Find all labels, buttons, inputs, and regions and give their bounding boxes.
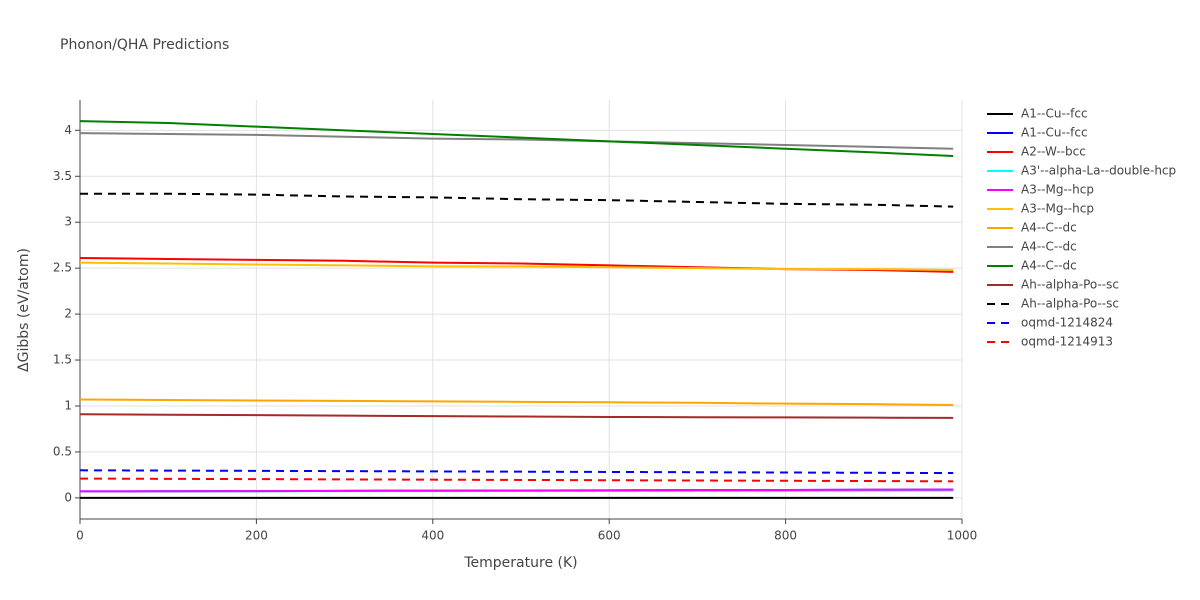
y-tick-label: 3.5 <box>53 169 72 183</box>
y-tick-label: 1.5 <box>53 353 72 367</box>
chart-title: Phonon/QHA Predictions <box>60 37 229 53</box>
legend-text: A4--C--dc <box>1021 221 1077 235</box>
y-tick-label: 4 <box>64 123 72 137</box>
legend-text: A3'--alpha-La--double-hcp <box>1021 164 1176 178</box>
series-line <box>79 469 954 475</box>
x-tick-label: 200 <box>245 529 268 543</box>
series-line <box>79 132 954 150</box>
series-line <box>79 413 954 419</box>
series-line <box>79 120 954 158</box>
legend-text: A4--C--dc <box>1021 259 1077 273</box>
y-tick-label: 0.5 <box>53 444 72 458</box>
y-tick-label: 3 <box>64 215 72 229</box>
legend-text: A2--W--bcc <box>1021 145 1086 159</box>
series-line <box>79 398 954 407</box>
series-line <box>79 261 954 271</box>
y-tick-label: 2 <box>64 307 72 321</box>
y-tick-label: 2.5 <box>53 261 72 275</box>
y-tick-label: 1 <box>64 398 72 412</box>
y-tick-label: 0 <box>64 490 72 504</box>
legend-text: A1--Cu--fcc <box>1021 107 1088 121</box>
legend-text: Ah--alpha-Po--sc <box>1021 278 1119 292</box>
series-line <box>80 192 954 208</box>
x-tick-label: 600 <box>598 529 621 543</box>
legend-text: A3--Mg--hcp <box>1021 202 1094 216</box>
x-tick-label: 0 <box>76 529 84 543</box>
series-line <box>79 477 954 483</box>
legend-text: A4--C--dc <box>1021 240 1077 254</box>
x-tick-label: 1000 <box>947 529 978 543</box>
x-tick-label: 800 <box>774 529 797 543</box>
legend-text: A3--Mg--hcp <box>1021 183 1094 197</box>
legend-text: oqmd-1214824 <box>1021 316 1113 330</box>
y-axis-title: ΔGibbs (eV/atom) <box>16 248 32 372</box>
legend-text: oqmd-1214913 <box>1021 335 1113 349</box>
legend-text: A1--Cu--fcc <box>1021 126 1088 140</box>
series-line <box>79 488 954 493</box>
x-tick-label: 400 <box>421 529 444 543</box>
x-axis-title: Temperature (K) <box>463 555 577 571</box>
legend-text: Ah--alpha-Po--sc <box>1021 297 1119 311</box>
